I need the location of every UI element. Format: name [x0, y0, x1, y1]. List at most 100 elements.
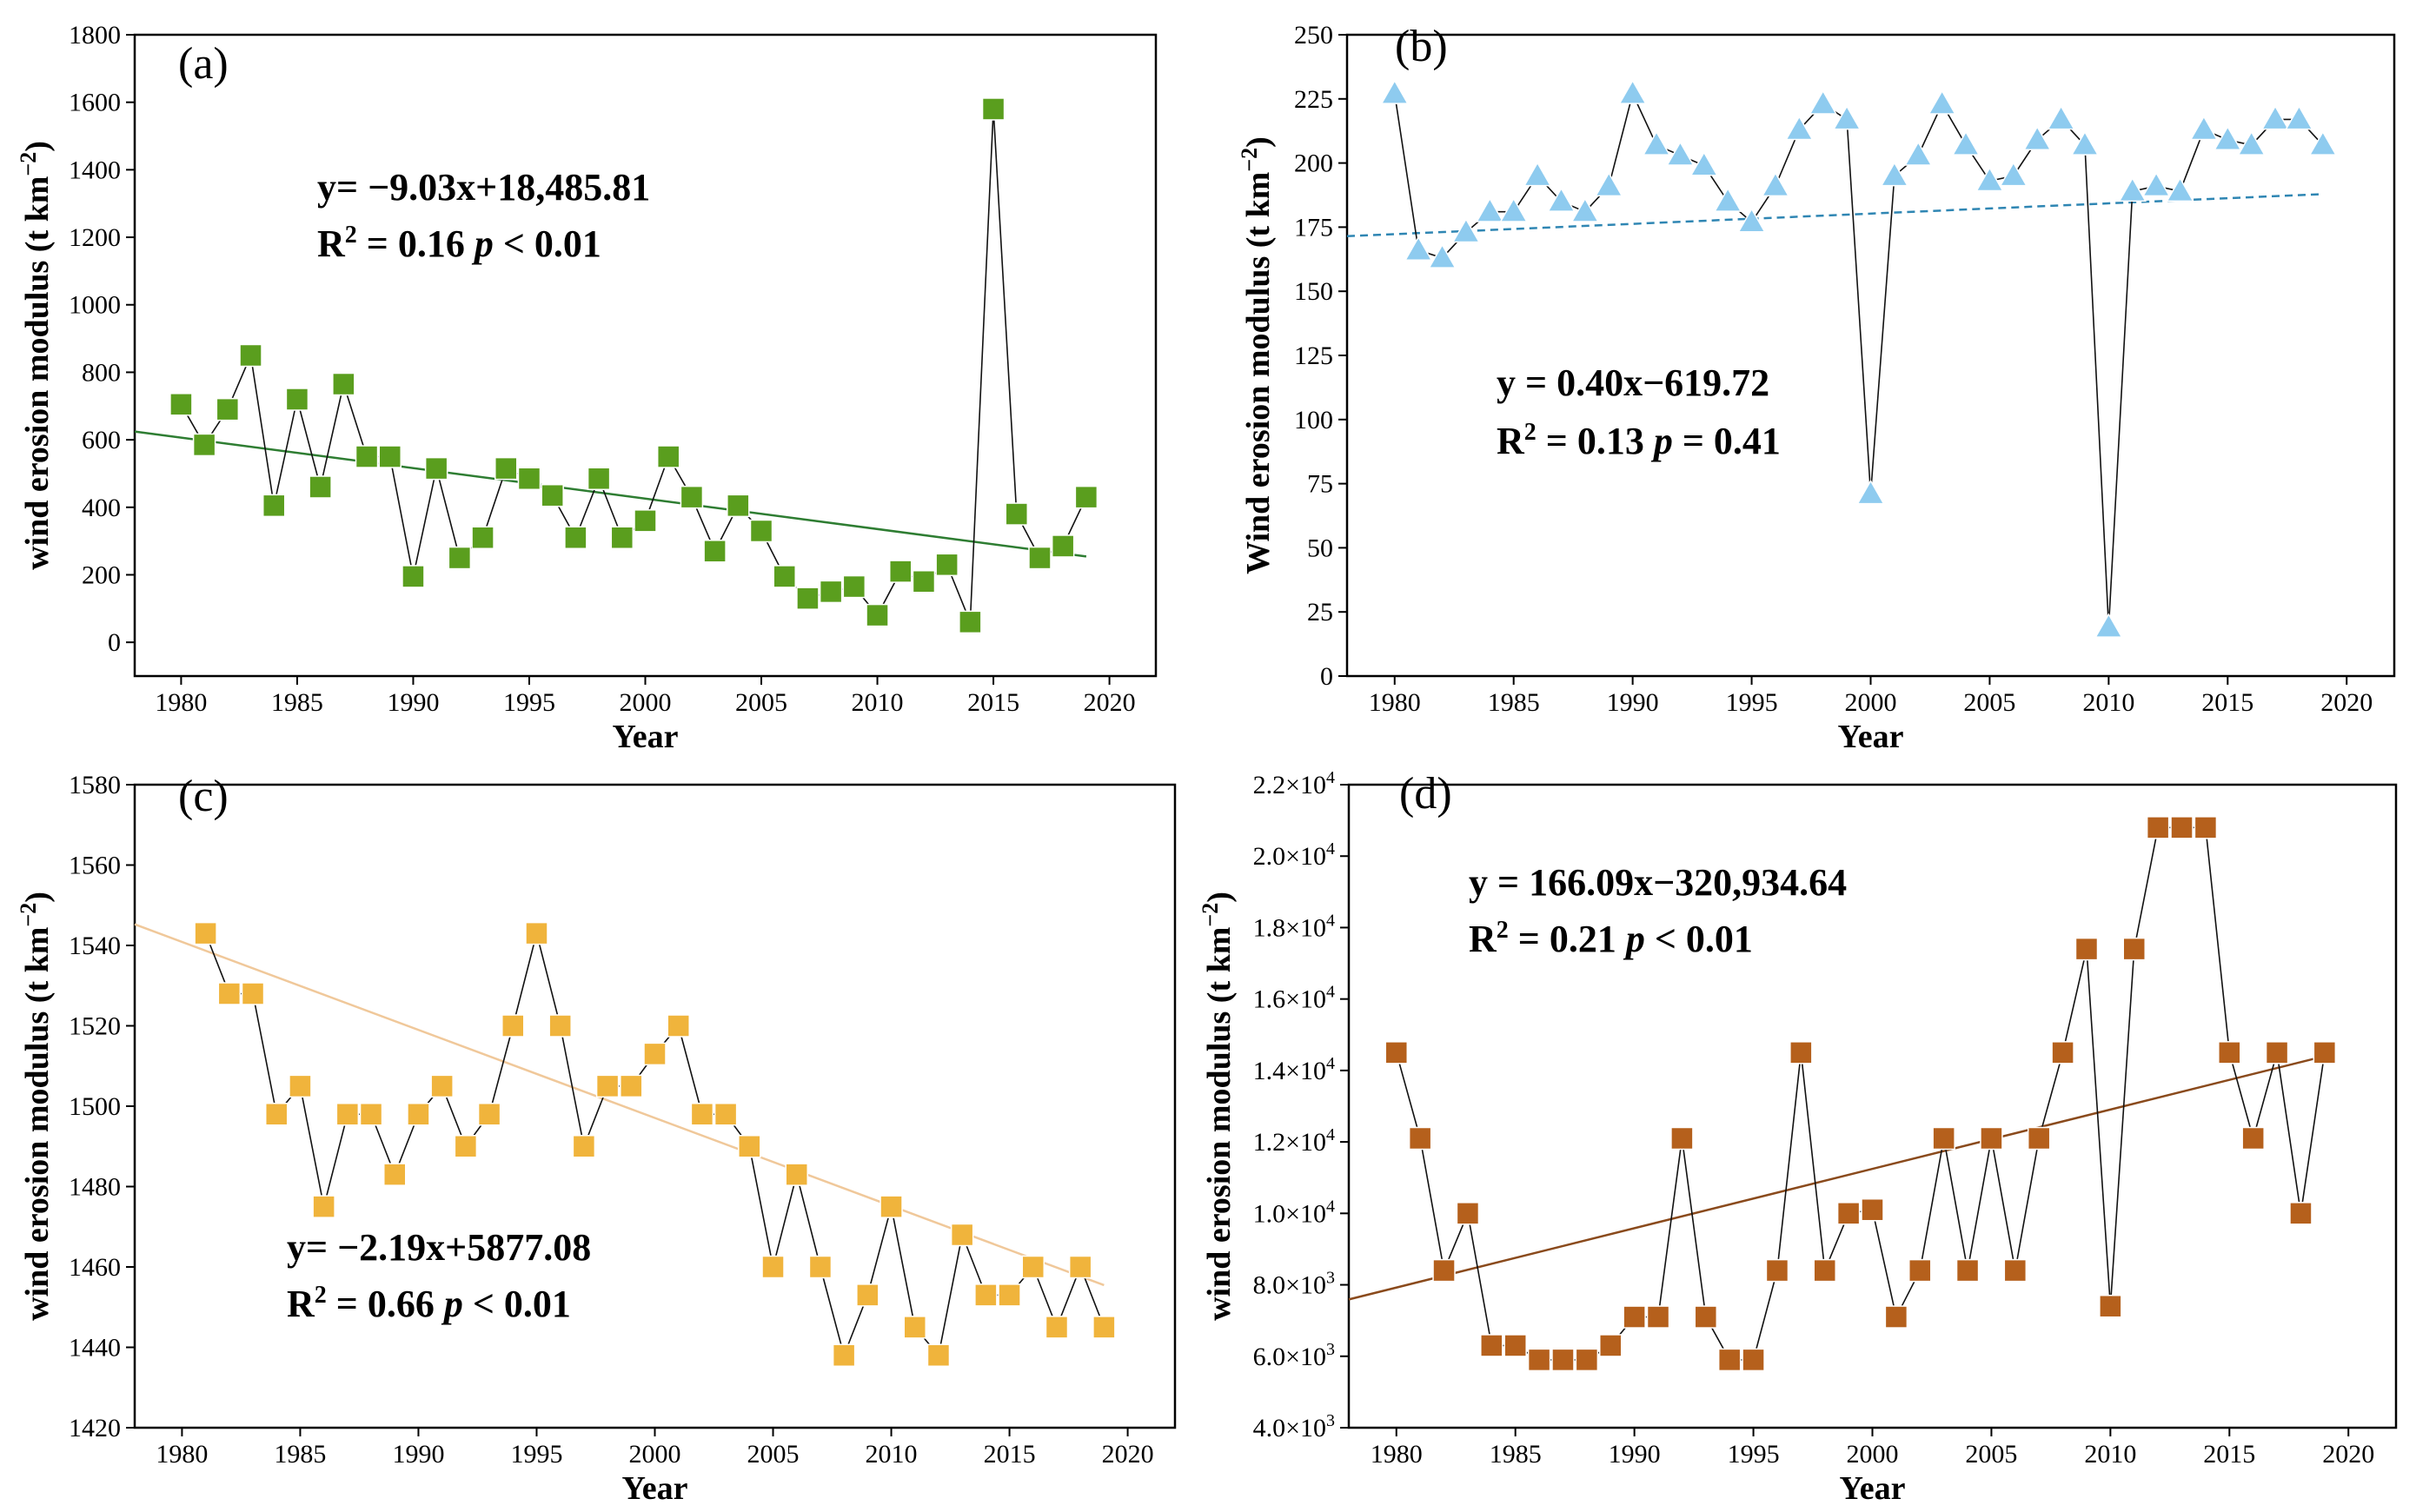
x-tick-label: 2005	[735, 688, 787, 717]
x-tick-label: 1990	[387, 688, 439, 717]
data-point	[796, 587, 820, 610]
data-point	[1646, 1305, 1670, 1329]
regression-equation: y = 0.40x−619.72	[1497, 361, 1769, 404]
y-axis-title: Wind erosion modulus (t km−2)	[1237, 136, 1277, 574]
data-point	[903, 1316, 926, 1339]
y-tick-label: 1560	[69, 852, 121, 880]
x-tick-label: 2000	[1845, 688, 1897, 717]
y-tick-label: 1400	[69, 156, 121, 184]
data-point	[1832, 104, 1862, 130]
data-point	[1928, 90, 1956, 115]
data-point	[1028, 546, 1052, 570]
data-point	[1451, 217, 1481, 243]
x-tick-label: 2000	[629, 1440, 681, 1469]
data-point	[738, 1135, 761, 1158]
y-tick-label: 175	[1294, 213, 1333, 242]
x-tick-label: 1990	[392, 1440, 444, 1469]
data-point	[332, 372, 355, 396]
x-tick-label: 2005	[1965, 1440, 2017, 1469]
data-point	[1813, 1258, 1836, 1283]
data-point	[1456, 1202, 1480, 1225]
y-tick-label: 200	[1294, 149, 1333, 178]
data-point	[1666, 141, 1695, 166]
series-line	[1393, 91, 2324, 627]
data-point	[2122, 937, 2146, 961]
data-point	[727, 494, 750, 518]
chart-panel-3: 1980 1985 1990 1995 2000 2005 2010 2015 2020 1420…	[16, 771, 1177, 1507]
data-point	[1932, 1126, 1955, 1151]
data-point	[2118, 176, 2147, 202]
data-point	[359, 1103, 383, 1126]
data-point	[1503, 1334, 1527, 1357]
data-point	[2237, 130, 2266, 156]
data-point	[2308, 130, 2338, 156]
y-tick-label: 4.0×103	[1253, 1411, 1335, 1442]
data-point	[1404, 235, 1433, 261]
data-point	[1884, 1305, 1908, 1329]
y-tick-label: 600	[82, 426, 121, 454]
x-tick-label: 1985	[274, 1440, 326, 1469]
data-point	[407, 1103, 430, 1126]
data-point	[749, 519, 773, 543]
data-point	[2141, 171, 2171, 197]
data-point	[454, 1135, 478, 1158]
data-point	[1742, 1348, 1765, 1372]
x-tick-label: 1985	[1488, 688, 1540, 717]
y-tick-label: 1440	[69, 1334, 121, 1363]
regression-equation: y= −2.19x+5877.08	[287, 1226, 591, 1269]
data-point	[2027, 1126, 2051, 1151]
data-point	[1499, 197, 1528, 222]
data-point	[572, 1135, 596, 1158]
data-point	[2022, 125, 2052, 151]
data-point	[1599, 1334, 1623, 1357]
y-tick-label: 1480	[69, 1173, 121, 1202]
x-tick-label: 1980	[1369, 688, 1421, 717]
regression-equation: y= −9.03x+18,485.81	[317, 166, 650, 209]
data-point	[517, 467, 541, 491]
y-axis-title: wind erosion modulus (t km−2)	[16, 141, 56, 570]
x-tick-label: 2015	[2201, 688, 2253, 717]
data-point	[2051, 1041, 2074, 1064]
y-tick-label: 1200	[69, 223, 121, 252]
x-tick-label: 1990	[1609, 1440, 1661, 1469]
data-point	[525, 921, 548, 945]
data-point	[1480, 1334, 1503, 1357]
panel-label: (b)	[1395, 22, 1448, 71]
x-tick-label: 2015	[967, 688, 1019, 717]
data-point	[2218, 1041, 2241, 1064]
data-point	[808, 1255, 833, 1279]
y-tick-label: 100	[1294, 406, 1333, 434]
data-point	[656, 445, 680, 468]
data-point	[309, 475, 332, 499]
x-tick-label: 2010	[866, 1440, 918, 1469]
x-tick-label: 1995	[510, 1440, 562, 1469]
data-point	[959, 610, 982, 634]
y-axis-title: wind erosion modulus (t km−2)	[16, 892, 56, 1321]
y-tick-label: 800	[82, 358, 121, 387]
data-point	[1975, 166, 2004, 192]
data-point	[842, 574, 866, 599]
regression-stats: R2 = 0.16 p < 0.01	[317, 222, 601, 265]
data-point	[1789, 1041, 1813, 1064]
data-point	[1618, 79, 1647, 104]
y-tick-label: 1.4×104	[1253, 1054, 1335, 1085]
y-tick-label: 25	[1307, 598, 1333, 627]
data-point	[2047, 104, 2075, 130]
plot-frame	[133, 783, 1177, 1429]
chart-panel-4: 1980 1985 1990 1995 2000 2005 2010 2015 2020 4.0×…	[1198, 768, 2398, 1507]
y-tick-label: 2.2×104	[1253, 768, 1335, 799]
y-tick-label: 1800	[69, 21, 121, 50]
trend-line	[1348, 1055, 2326, 1301]
data-point	[856, 1283, 879, 1307]
y-tick-label: 0	[1320, 662, 1333, 691]
data-point	[1955, 1258, 1980, 1283]
data-point	[2146, 816, 2170, 839]
data-point	[2094, 613, 2123, 638]
y-tick-label: 1000	[69, 291, 121, 320]
series-line	[1396, 826, 2326, 1361]
y-tick-label: 1420	[69, 1414, 121, 1442]
data-point	[1527, 1348, 1551, 1372]
panel-label: (c)	[178, 772, 229, 821]
y-tick-label: 1.6×104	[1253, 983, 1335, 1014]
data-point	[1761, 171, 1790, 197]
